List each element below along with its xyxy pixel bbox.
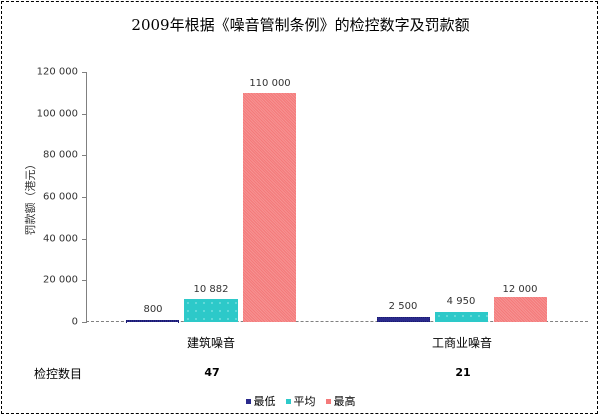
chart-title: 2009年根据《噪音管制条例》的检控数字及罚款额: [131, 16, 470, 34]
legend-item-max: 最高: [325, 393, 356, 409]
y-tick: [82, 239, 87, 240]
value-label: 2 500: [388, 301, 418, 312]
value-label: 800: [143, 304, 163, 315]
y-axis-title: 罚款额（港元）: [24, 158, 37, 236]
y-tick-label: 40 000: [43, 233, 78, 245]
legend-swatch-icon: [245, 398, 251, 404]
legend-item-min: 最低: [245, 393, 276, 409]
y-tick-label: 20 000: [43, 274, 78, 286]
y-tick: [82, 322, 87, 323]
value-label: 4 950: [446, 296, 476, 307]
bar-construction-min: [126, 320, 179, 322]
legend-label: 平均: [293, 395, 316, 408]
x-axis-line: [86, 321, 588, 323]
y-tick: [82, 72, 87, 73]
row-label-prosecutions: 检控数目: [34, 367, 83, 381]
legend: 最低 平均 最高: [0, 393, 601, 409]
y-tick: [82, 280, 87, 281]
y-tick: [82, 197, 87, 198]
value-label: 12 000: [502, 284, 538, 295]
category-label: 建筑噪音: [186, 336, 236, 350]
category-label: 工商业噪音: [431, 336, 493, 350]
value-label: 110 000: [249, 78, 291, 89]
y-tick: [82, 155, 87, 156]
bar-construction-max: [243, 93, 296, 322]
legend-label: 最低: [253, 395, 276, 408]
y-tick-label: 0: [71, 316, 78, 328]
y-tick: [82, 114, 87, 115]
bar-construction-avg: [184, 299, 238, 322]
legend-label: 最高: [333, 395, 356, 408]
bar-commercial-avg: [435, 312, 488, 322]
legend-swatch-icon: [325, 398, 331, 404]
y-tick-label: 100 000: [36, 108, 78, 120]
y-tick-label: 60 000: [43, 191, 78, 203]
bar-commercial-max: [494, 297, 547, 322]
count-construction: 47: [204, 366, 220, 379]
y-tick-label: 120 000: [36, 66, 78, 78]
legend-item-avg: 平均: [285, 393, 316, 409]
count-commercial: 21: [455, 366, 471, 379]
bar-commercial-min: [377, 317, 430, 322]
y-tick-label: 80 000: [43, 149, 78, 161]
value-label: 10 882: [193, 284, 229, 295]
legend-swatch-icon: [285, 398, 291, 404]
